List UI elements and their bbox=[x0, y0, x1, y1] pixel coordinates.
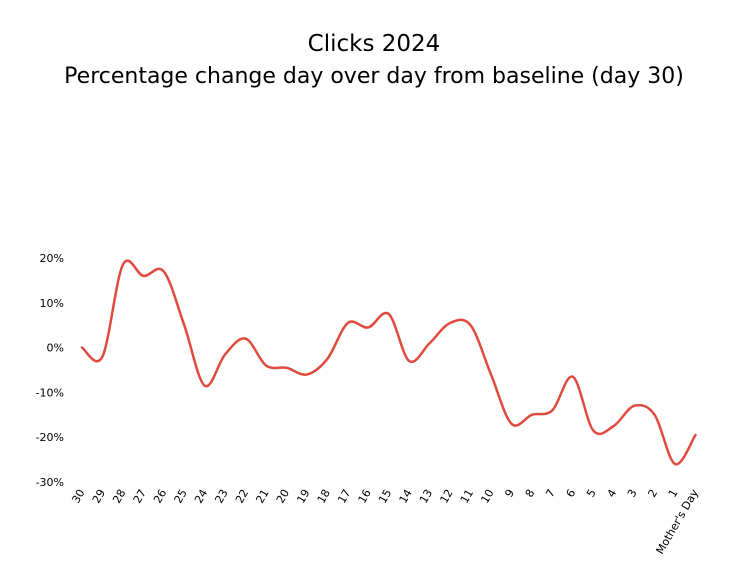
x-tick-label: 27 bbox=[131, 487, 149, 506]
data-point bbox=[284, 365, 290, 371]
series-line bbox=[80, 259, 697, 466]
x-tick-label: 21 bbox=[253, 487, 271, 506]
data-point bbox=[693, 432, 699, 438]
y-axis: -30% -20% -10% 0% 10% 20% bbox=[36, 252, 64, 489]
y-tick-label: -30% bbox=[36, 476, 64, 489]
data-point bbox=[406, 358, 412, 364]
x-tick-label: 23 bbox=[212, 487, 230, 506]
data-point bbox=[181, 322, 187, 328]
x-tick-label: 17 bbox=[335, 487, 353, 506]
x-tick-label: 15 bbox=[376, 487, 394, 506]
data-point bbox=[508, 421, 514, 427]
x-tick-label: 29 bbox=[90, 487, 108, 506]
x-tick-label: 20 bbox=[274, 487, 292, 506]
data-point bbox=[263, 363, 269, 369]
x-tick-label: 22 bbox=[233, 487, 251, 506]
chart-subtitle: Percentage change day over day from base… bbox=[64, 64, 684, 89]
x-tick-label: 28 bbox=[110, 487, 128, 506]
data-point bbox=[161, 268, 167, 274]
x-tick-label: 30 bbox=[69, 487, 87, 506]
x-tick-label: 24 bbox=[192, 487, 210, 506]
x-tick-label: 25 bbox=[172, 487, 190, 506]
x-tick-label: 5 bbox=[584, 487, 599, 500]
data-point bbox=[672, 461, 678, 467]
data-point bbox=[386, 311, 392, 317]
x-tick-label: 9 bbox=[502, 487, 517, 500]
y-tick-label: 20% bbox=[40, 252, 64, 265]
data-point bbox=[79, 345, 85, 351]
data-point bbox=[549, 407, 555, 413]
data-point bbox=[590, 427, 596, 433]
data-point bbox=[222, 351, 228, 357]
plot-area bbox=[79, 259, 699, 467]
y-tick-label: -10% bbox=[36, 386, 64, 399]
x-axis: 30 29 28 27 26 25 24 23 22 21 20 19 18 17 16 15 14 13 12 11… bbox=[69, 487, 701, 557]
data-point bbox=[120, 262, 126, 268]
x-tick-label: 4 bbox=[605, 487, 620, 500]
x-tick-label: 13 bbox=[417, 487, 435, 506]
data-point bbox=[427, 340, 433, 346]
data-point bbox=[365, 324, 371, 330]
x-tick-label: 14 bbox=[397, 487, 415, 506]
data-point bbox=[447, 320, 453, 326]
data-point bbox=[243, 336, 249, 342]
chart-title: Clicks 2024 bbox=[307, 31, 441, 57]
data-point bbox=[529, 412, 535, 418]
data-point bbox=[488, 371, 494, 377]
data-point bbox=[652, 412, 658, 418]
x-tick-label: 3 bbox=[625, 487, 640, 500]
x-tick-label: 26 bbox=[151, 487, 169, 506]
x-tick-label: 19 bbox=[294, 487, 312, 506]
x-tick-label: 1 bbox=[666, 487, 681, 500]
data-point bbox=[468, 322, 474, 328]
x-tick-label: 6 bbox=[564, 487, 579, 500]
data-point bbox=[611, 423, 617, 429]
x-tick-label: 16 bbox=[356, 487, 374, 506]
data-point bbox=[304, 371, 310, 377]
data-point bbox=[202, 383, 208, 389]
data-point bbox=[324, 356, 330, 362]
x-tick-label: 7 bbox=[543, 487, 558, 500]
x-tick-label: 11 bbox=[458, 487, 476, 506]
x-tick-label: 2 bbox=[645, 487, 660, 500]
data-point bbox=[631, 403, 637, 409]
x-tick-label: 18 bbox=[315, 487, 333, 506]
data-point bbox=[570, 374, 576, 380]
x-tick-label: 12 bbox=[437, 487, 455, 506]
y-tick-label: 0% bbox=[47, 342, 64, 355]
data-point bbox=[99, 354, 105, 360]
y-tick-label: 10% bbox=[40, 297, 64, 310]
data-point bbox=[140, 273, 146, 279]
x-tick-label: 8 bbox=[523, 487, 538, 500]
data-point bbox=[345, 320, 351, 326]
y-tick-label: -20% bbox=[36, 431, 64, 444]
x-tick-label: 10 bbox=[478, 487, 496, 506]
